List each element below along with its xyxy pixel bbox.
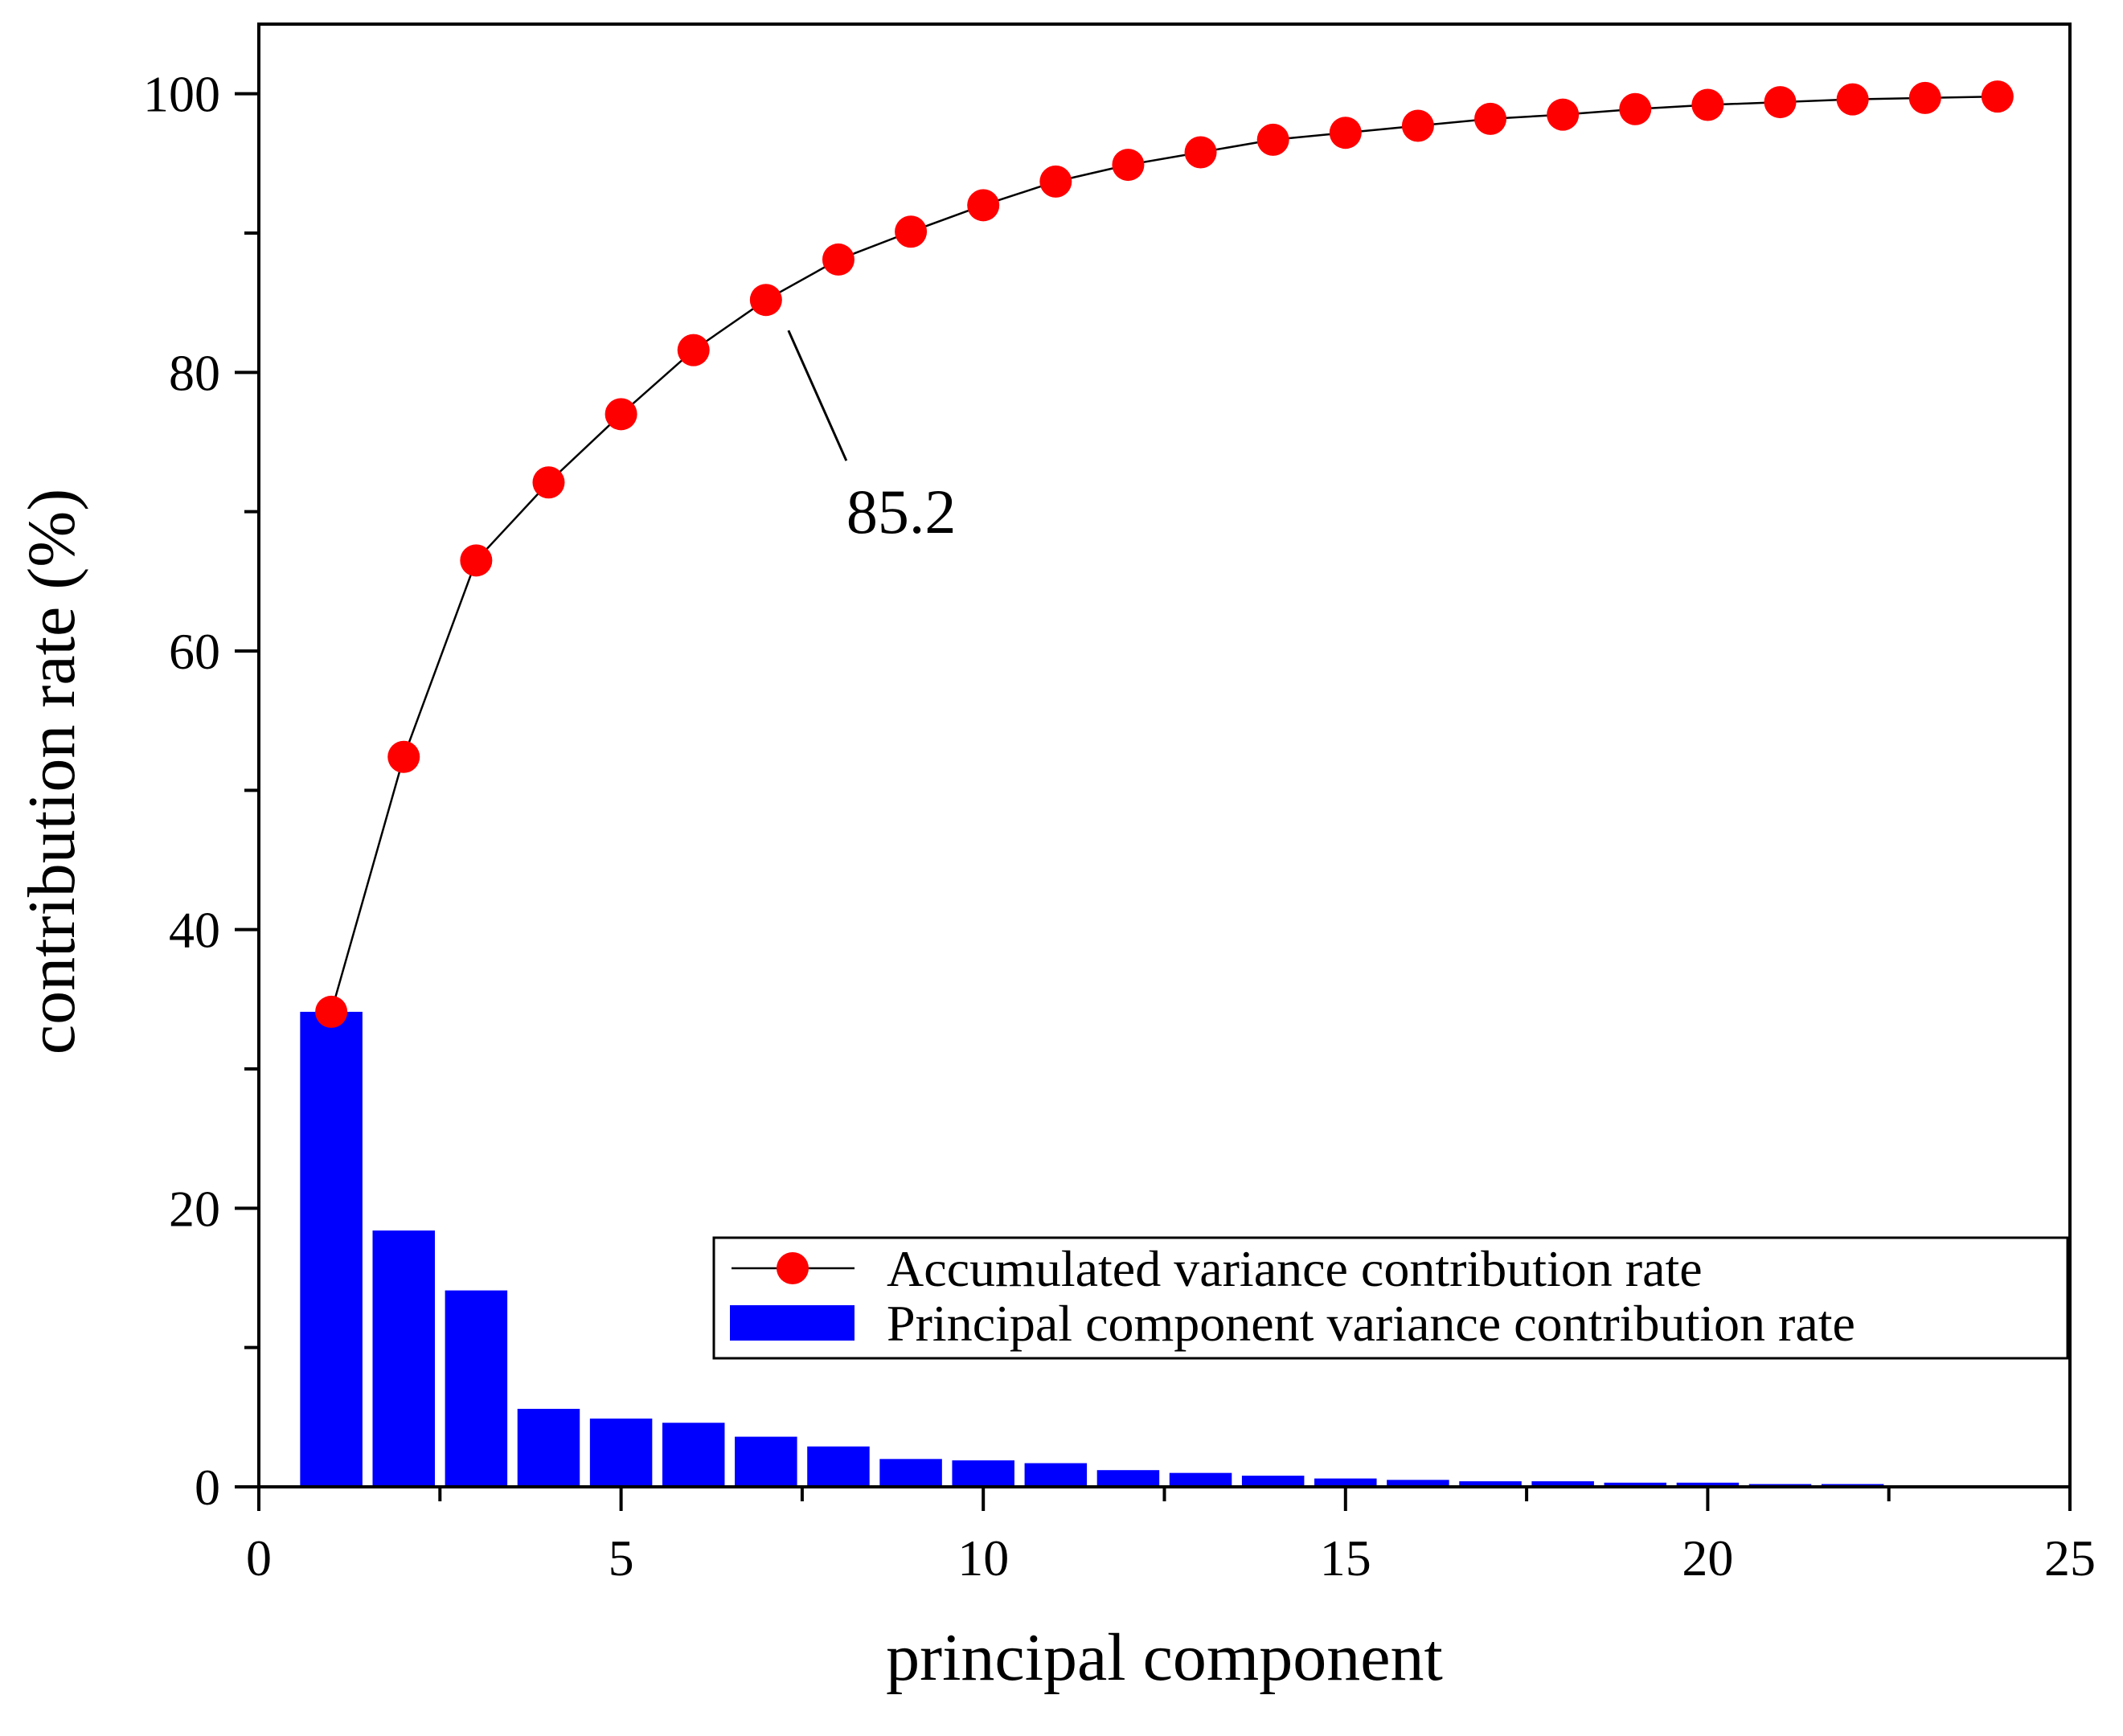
point-pc-23	[1908, 81, 1941, 114]
point-pc-1	[315, 995, 348, 1028]
point-pc-10	[967, 189, 1000, 222]
y-tick-label: 20	[169, 1180, 220, 1237]
bar-pc-7	[735, 1436, 797, 1487]
point-pc-8	[822, 243, 855, 276]
legend-bar-swatch	[730, 1305, 855, 1341]
bar-pc-10	[952, 1460, 1014, 1487]
point-pc-11	[1039, 165, 1072, 198]
y-tick-label: 40	[169, 902, 220, 959]
y-axis-title: contribution rate (%)	[14, 489, 89, 1054]
y-tick-label: 80	[169, 344, 220, 401]
legend-label-principal: Principal component variance contributio…	[887, 1295, 1855, 1352]
bar-series	[300, 1011, 2029, 1487]
bar-pc-15	[1314, 1478, 1377, 1487]
x-axis-title: principal component	[886, 1620, 1443, 1695]
point-pc-21	[1764, 86, 1797, 119]
x-tick-label: 5	[609, 1529, 634, 1587]
point-pc-24	[1981, 80, 2014, 113]
legend-label-accumulated: Accumulated variance contribution rate	[887, 1240, 1703, 1297]
point-pc-7	[749, 284, 782, 317]
bar-pc-12	[1096, 1470, 1160, 1487]
bar-pc-9	[879, 1459, 942, 1487]
point-pc-6	[677, 334, 710, 366]
point-pc-13	[1184, 136, 1217, 169]
bar-pc-11	[1024, 1463, 1088, 1487]
y-tick-label: 100	[143, 66, 220, 123]
point-pc-18	[1547, 98, 1580, 131]
bar-pc-16	[1387, 1480, 1449, 1487]
x-tick-label: 0	[246, 1529, 272, 1587]
point-series	[315, 80, 2014, 1028]
bar-pc-8	[807, 1446, 870, 1487]
annotation-label: 85.2	[846, 477, 957, 547]
point-pc-5	[605, 398, 637, 431]
line-series	[330, 95, 1998, 1013]
bar-pc-5	[589, 1419, 653, 1487]
point-pc-9	[895, 215, 928, 248]
bar-pc-13	[1169, 1472, 1232, 1487]
accumulated-line	[330, 95, 1998, 1013]
point-pc-22	[1836, 83, 1869, 116]
bar-pc-6	[662, 1423, 725, 1487]
bar-pc-4	[517, 1408, 580, 1487]
legend-box	[712, 1236, 2069, 1360]
x-tick-label: 15	[1320, 1529, 1371, 1587]
point-pc-19	[1619, 92, 1652, 125]
point-pc-4	[532, 466, 565, 499]
point-pc-20	[1691, 88, 1724, 121]
bar-pc-1	[300, 1011, 363, 1487]
bar-pc-14	[1241, 1476, 1305, 1487]
point-pc-16	[1401, 109, 1434, 142]
annotation-leader-line	[787, 330, 848, 461]
legend-marker-swatch	[777, 1252, 809, 1284]
x-axis: 0 5 10 15 20 25	[246, 1487, 2096, 1587]
bar-pc-3	[445, 1290, 508, 1487]
legend: Accumulated variance contribution rate P…	[712, 1236, 2069, 1360]
point-pc-17	[1474, 102, 1507, 135]
bar-pc-18	[1531, 1481, 1594, 1487]
bar-pc-20	[1676, 1482, 1740, 1487]
y-axis: 0 20 40 60 80 100	[143, 66, 259, 1516]
y-tick-label: 0	[195, 1459, 220, 1516]
x-tick-label: 20	[1682, 1529, 1733, 1587]
bar-pc-19	[1604, 1482, 1667, 1487]
annotation: 85.2	[787, 330, 957, 547]
x-tick-label: 25	[2044, 1529, 2096, 1587]
point-pc-12	[1112, 149, 1145, 182]
y-tick-label: 60	[169, 623, 220, 680]
x-tick-label: 10	[957, 1529, 1009, 1587]
point-pc-2	[387, 740, 420, 773]
point-pc-14	[1256, 123, 1289, 156]
point-pc-3	[460, 544, 493, 577]
point-pc-15	[1329, 117, 1362, 149]
bar-pc-17	[1459, 1481, 1522, 1487]
bar-pc-2	[372, 1230, 435, 1487]
